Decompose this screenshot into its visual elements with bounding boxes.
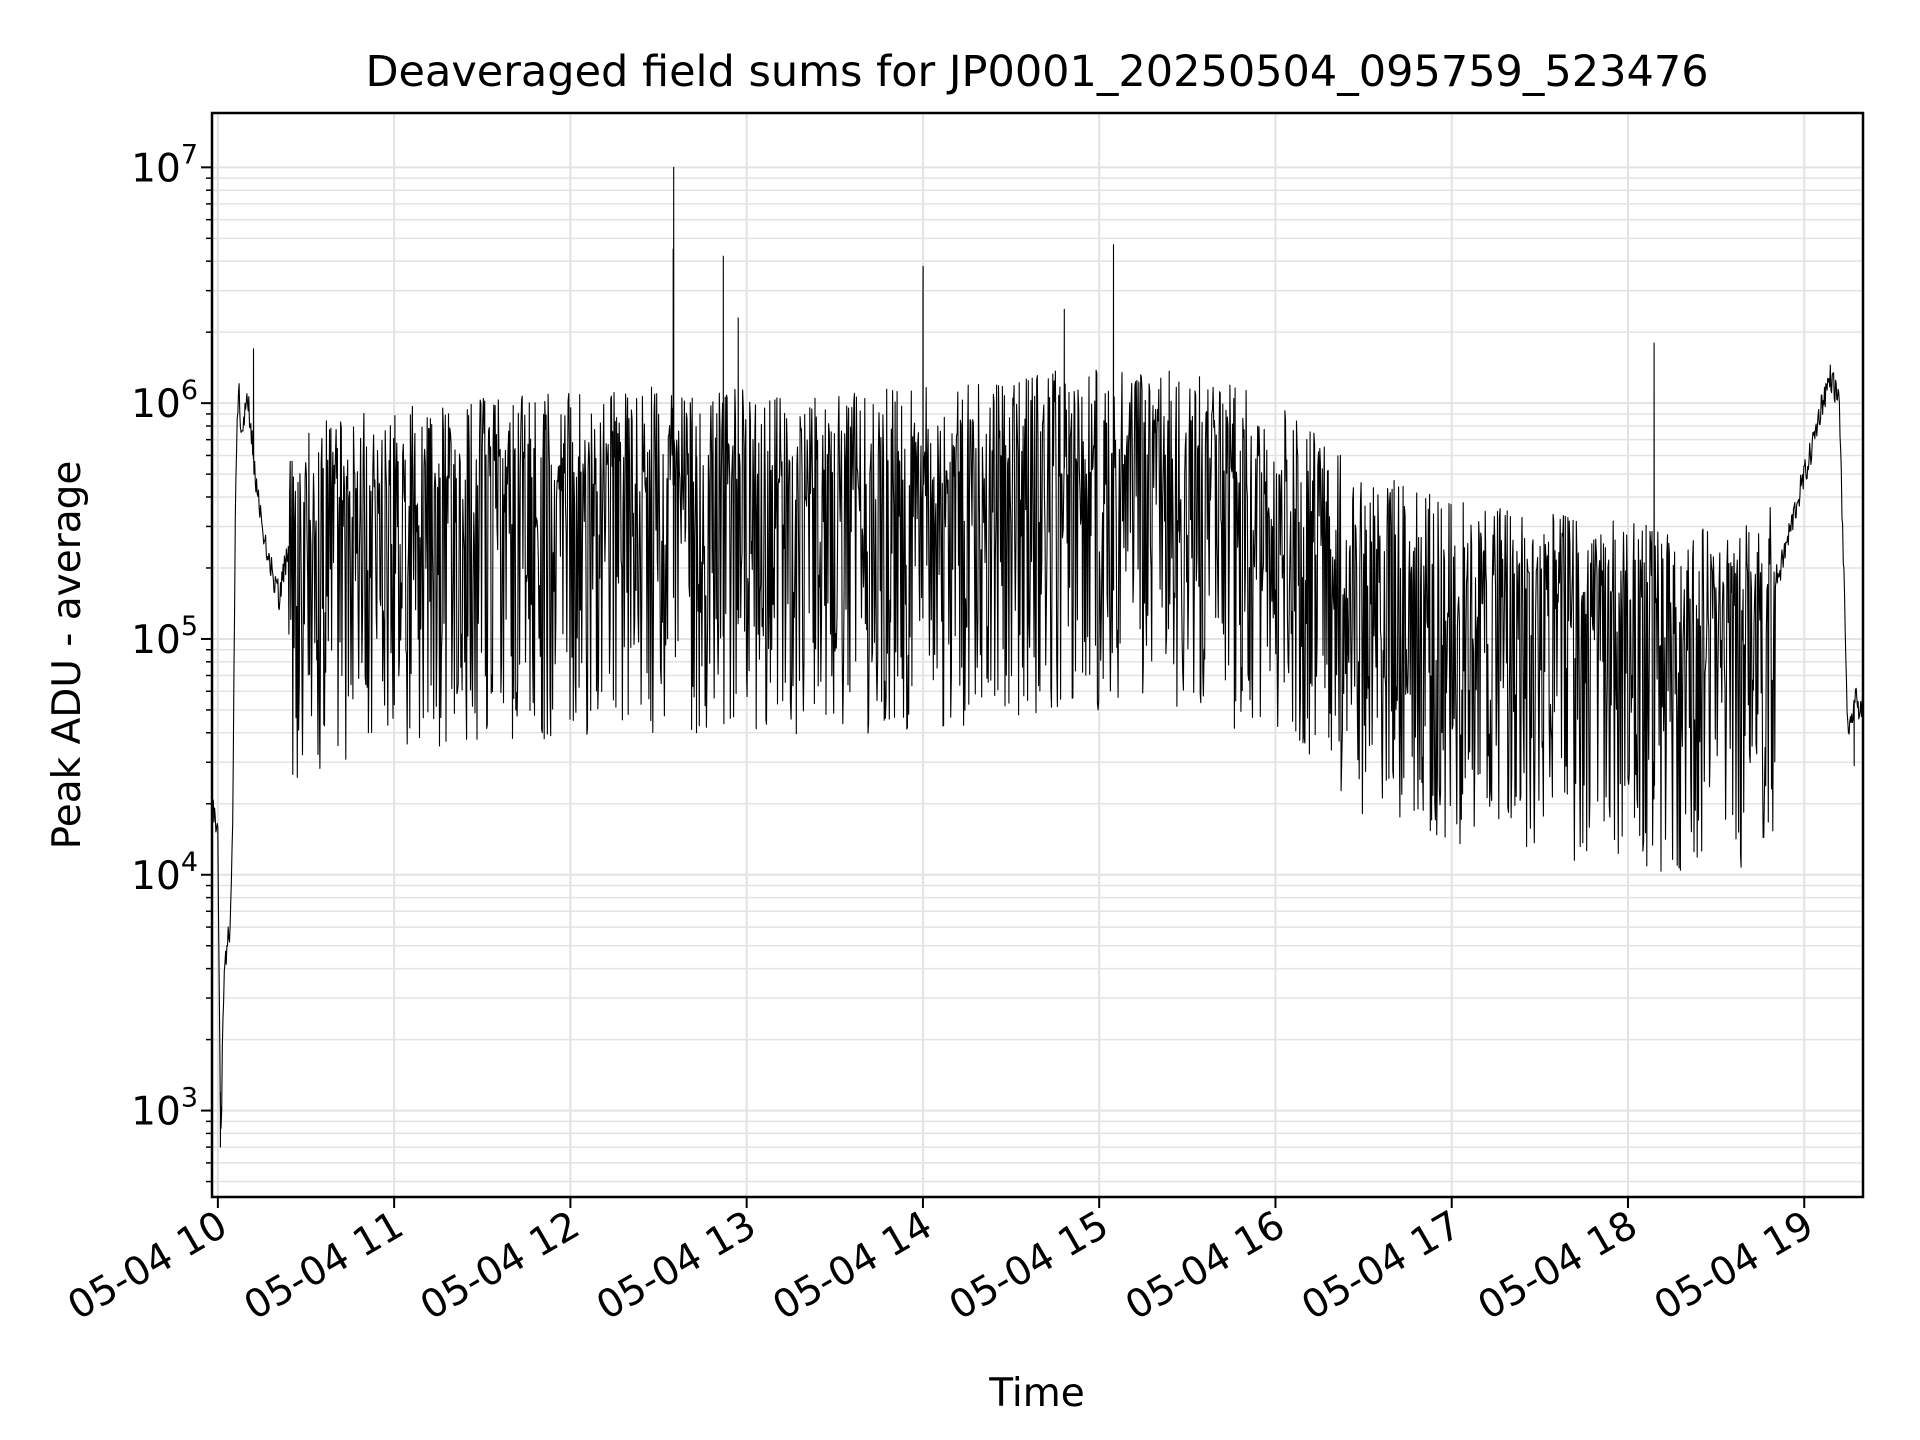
data-series-line — [211, 166, 1864, 1148]
y-tick-label: 107 — [131, 139, 198, 191]
y-tick-label: 104 — [131, 847, 198, 899]
y-axis: 103 104 105 106 107 — [131, 139, 212, 1183]
x-axis-label: Time — [988, 1371, 1084, 1416]
y-tick-label: 103 — [131, 1083, 198, 1135]
grid — [212, 113, 1863, 1197]
y-tick-label: 106 — [131, 375, 198, 427]
y-axis-label: Peak ADU - average — [45, 461, 90, 850]
axes-frame — [210, 111, 1865, 1199]
plot-area — [211, 166, 1864, 1148]
chart-title: Deaveraged field sums for JP0001_2025050… — [365, 47, 1708, 97]
y-tick-label: 105 — [131, 611, 198, 663]
